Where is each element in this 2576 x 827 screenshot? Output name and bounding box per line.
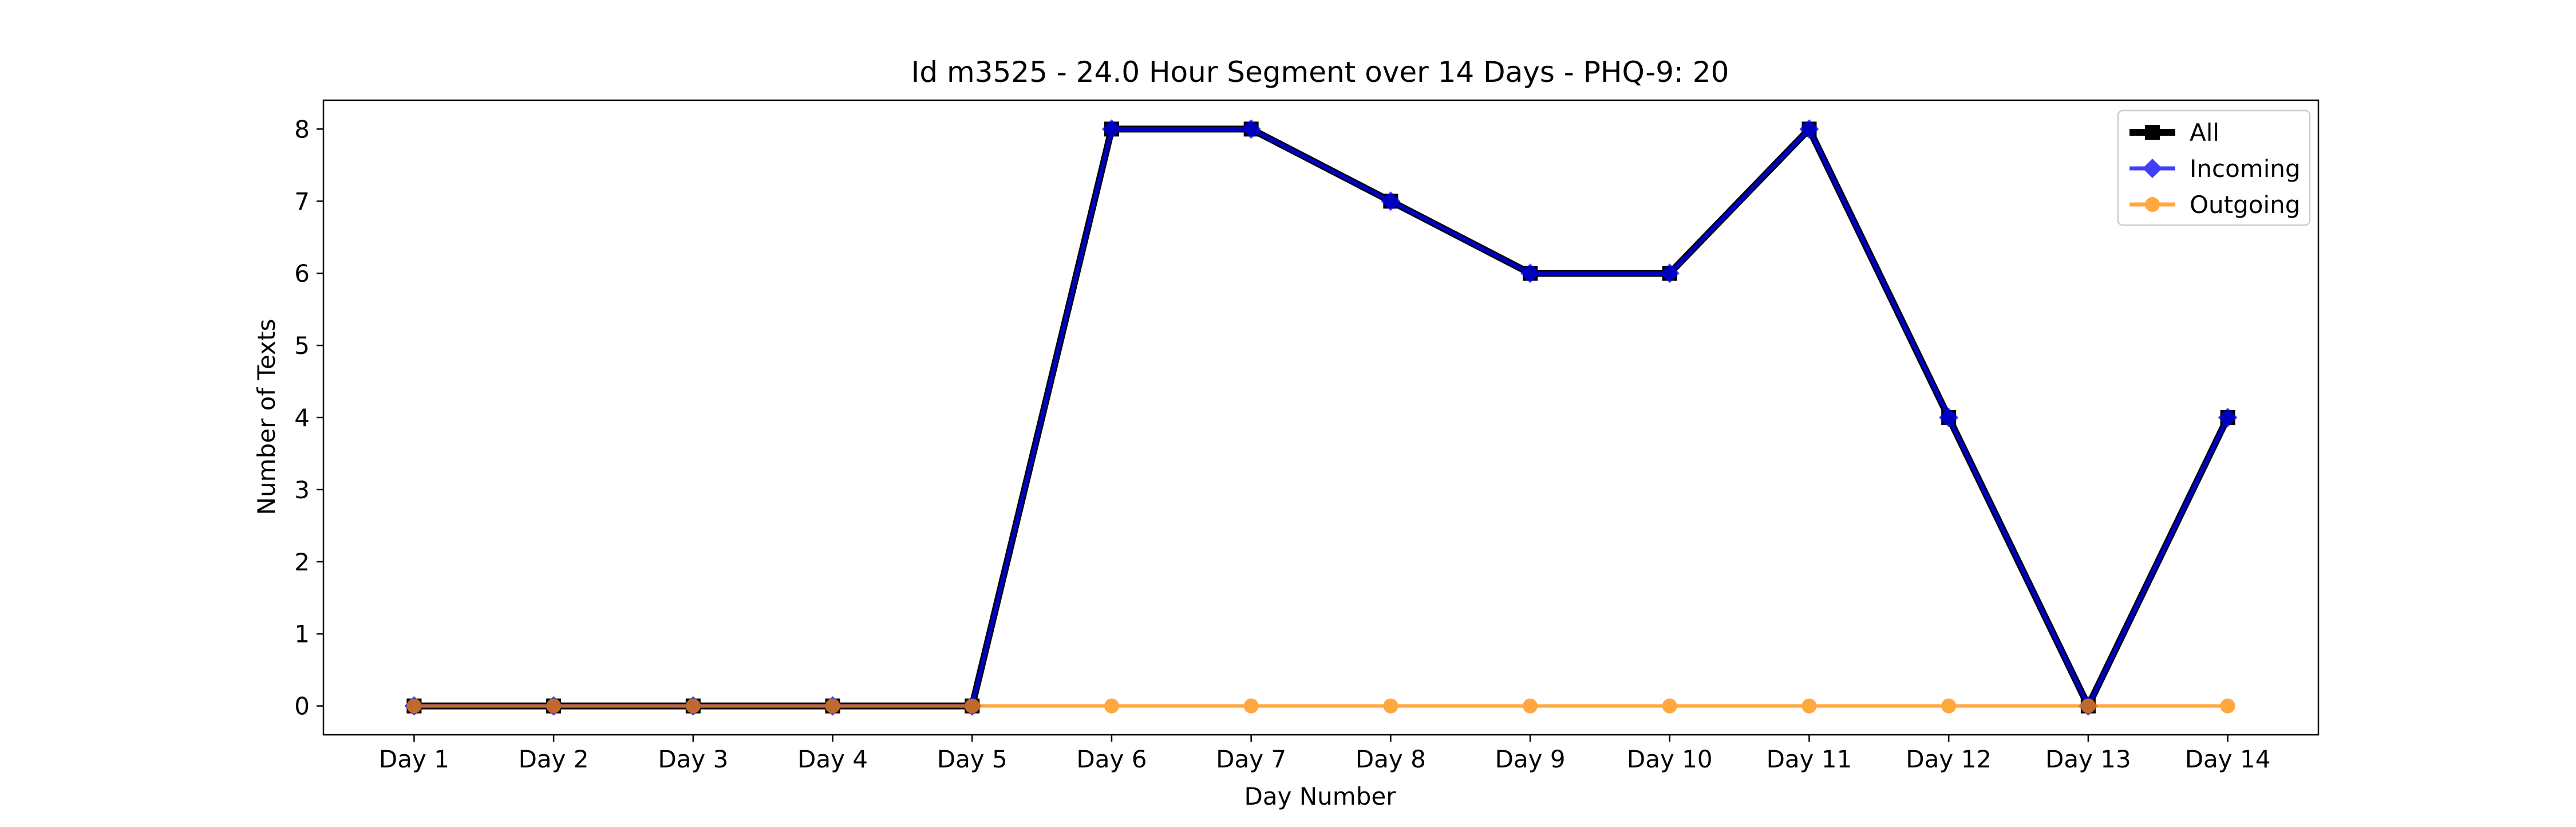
series-outgoing-point [1941,698,1957,714]
x-tick-label: Day 4 [797,745,868,773]
x-tick-label: Day 1 [379,745,449,773]
legend-label: Outgoing [2190,191,2300,219]
x-tick-label: Day 9 [1495,745,1566,773]
y-axis-label: Number of Texts [252,319,280,515]
legend-label: Incoming [2190,155,2301,183]
series-outgoing-point [1383,698,1398,714]
series-incoming-point [1381,191,1401,211]
legend-swatch-marker [2145,197,2160,212]
y-tick-label: 0 [294,692,310,720]
series-incoming-point [1241,119,1261,139]
series-outgoing-point [1523,698,1538,714]
x-axis-label: Day Number [1244,782,1396,810]
series-outgoing-point [1662,698,1677,714]
series-outgoing-point [406,698,422,714]
x-tick-label: Day 10 [1627,745,1713,773]
series-outgoing-point [1801,698,1817,714]
series-outgoing-point [965,698,980,714]
legend-box [2117,109,2311,226]
series-outgoing-point [685,698,701,714]
series-outgoing [406,698,2235,714]
x-tick-label: Day 2 [519,745,589,773]
legend-item [2129,125,2175,140]
x-tick-label: Day 13 [2045,745,2131,773]
chart-title: Id m3525 - 24.0 Hour Segment over 14 Day… [911,56,1729,89]
axes-frame [322,99,2320,736]
series-outgoing-point [2220,698,2235,714]
x-tick-label: Day 11 [1767,745,1852,773]
y-tick-label: 2 [294,548,310,576]
series-incoming-point [1660,263,1680,283]
series-incoming-point [1799,119,1819,139]
series-outgoing-point [825,698,840,714]
x-tick-label: Day 5 [937,745,1008,773]
x-tick-label: Day 14 [2185,745,2271,773]
y-tick-label: 8 [294,115,310,143]
legend-item [2129,197,2175,212]
series-incoming-point [1101,119,1121,139]
legend-item [2129,159,2175,178]
y-tick-label: 6 [294,259,310,288]
legend-swatch-marker [2143,159,2162,178]
x-tick-label: Day 7 [1216,745,1286,773]
y-tick-label: 1 [294,620,310,648]
plot-area: Day 1 Day 2 Day 3 Day 4 Day 5 Day 6 Day 7 Day 8… [294,99,2320,773]
series-outgoing-point [2080,698,2096,714]
series-incoming-point [1520,263,1540,283]
series-incoming-point [2218,408,2238,427]
y-tick-label: 7 [294,187,310,215]
y-tick-label: 3 [294,476,310,504]
x-tick-label: Day 8 [1356,745,1426,773]
y-tick-label: 4 [294,404,310,432]
series-outgoing-point [1104,698,1119,714]
series-outgoing-point [546,698,562,714]
series-incoming-point [1939,408,1959,427]
legend-label: All [2190,119,2219,147]
legend: All Incoming Outgoing [2117,109,2311,226]
x-tick-label: Day 12 [1906,745,1992,773]
y-tick-label: 5 [294,332,310,360]
x-tick-label: Day 6 [1076,745,1147,773]
x-tick-label: Day 3 [658,745,728,773]
legend-swatch-marker [2145,125,2160,140]
series-outgoing-point [1243,698,1259,714]
